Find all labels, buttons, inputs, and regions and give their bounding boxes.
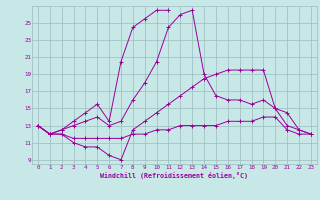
X-axis label: Windchill (Refroidissement éolien,°C): Windchill (Refroidissement éolien,°C) xyxy=(100,172,248,179)
